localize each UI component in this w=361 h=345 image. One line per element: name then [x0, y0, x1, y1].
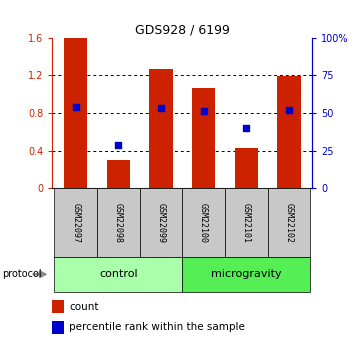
Bar [277, 76, 301, 188]
Bar [192, 88, 215, 188]
Point [116, 142, 121, 147]
Text: microgravity: microgravity [211, 269, 282, 279]
Text: GSM22098: GSM22098 [114, 203, 123, 243]
Bar [106, 160, 130, 188]
Point [73, 104, 79, 110]
Point [286, 107, 292, 113]
Bar [97, 188, 140, 257]
Point [158, 106, 164, 111]
Bar [140, 188, 182, 257]
Title: GDS928 / 6199: GDS928 / 6199 [135, 24, 230, 37]
Text: control: control [99, 269, 138, 279]
Bar [52, 321, 64, 334]
Text: GSM22101: GSM22101 [242, 203, 251, 243]
Bar [235, 148, 258, 188]
Point [243, 125, 249, 131]
Bar [64, 38, 87, 188]
Text: GSM22102: GSM22102 [284, 203, 293, 243]
Bar [55, 257, 182, 292]
Text: GSM22099: GSM22099 [157, 203, 165, 243]
Text: count: count [69, 302, 99, 312]
Bar [182, 188, 225, 257]
Text: protocol: protocol [2, 269, 42, 279]
Bar [182, 257, 310, 292]
Text: percentile rank within the sample: percentile rank within the sample [69, 322, 245, 332]
Text: GSM22100: GSM22100 [199, 203, 208, 243]
Point [201, 109, 206, 114]
Bar [52, 300, 64, 313]
Bar [149, 69, 173, 188]
Bar [268, 188, 310, 257]
Bar [225, 188, 268, 257]
Bar [55, 188, 97, 257]
Text: GSM22097: GSM22097 [71, 203, 80, 243]
